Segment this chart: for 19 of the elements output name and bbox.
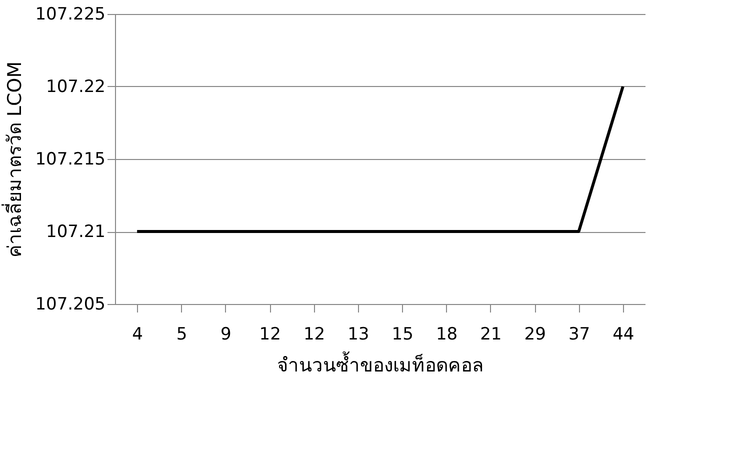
y-tick-label: 107.22 — [46, 77, 106, 97]
x-tick-label: 18 — [436, 324, 458, 344]
x-tick-label: 12 — [303, 324, 326, 344]
x-axis-title: จำนวนซ้ำของเมท็อดคอล — [277, 352, 484, 376]
y-tick-label: 107.215 — [35, 150, 106, 170]
y-axis-title: ค่าเฉลี่ยมาตรวัด LCOM — [1, 61, 26, 258]
x-tick-label: 21 — [480, 324, 502, 344]
x-tick-label: 37 — [568, 324, 590, 344]
x-tick-label: 44 — [612, 324, 634, 344]
x-tick-label: 12 — [259, 324, 281, 344]
x-tick-label: 29 — [524, 324, 546, 344]
x-tick-label: 4 — [132, 324, 143, 344]
x-tick-label: 5 — [176, 324, 188, 344]
x-tick-label: 15 — [392, 324, 414, 344]
y-tick-label: 107.225 — [35, 4, 106, 24]
y-tick-label: 107.205 — [35, 294, 106, 314]
x-tick-label: 13 — [348, 324, 370, 344]
y-tick-label: 107.21 — [46, 222, 106, 242]
x-tick-label: 9 — [220, 324, 232, 344]
